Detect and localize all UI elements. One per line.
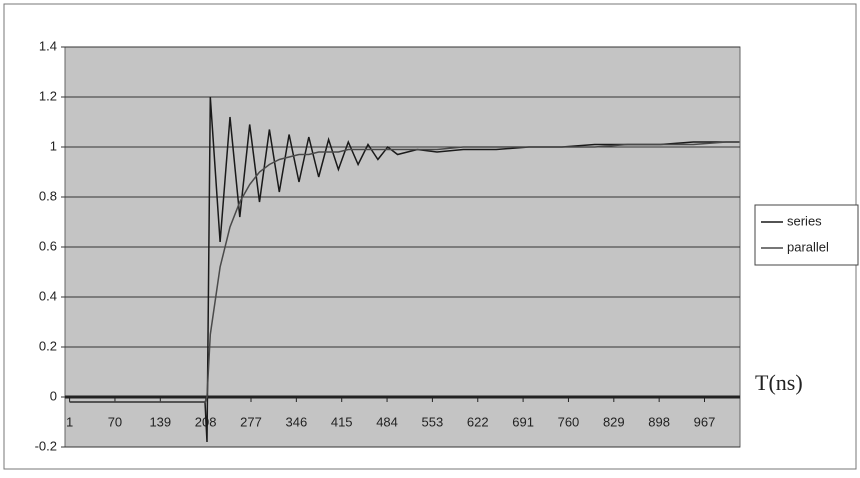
x-tick-label: 553 [422,414,444,429]
x-tick-label: 829 [603,414,625,429]
y-tick-label: 0.2 [39,338,57,353]
y-tick-label: 1.4 [39,38,57,53]
x-tick-label: 622 [467,414,489,429]
x-tick-label: 415 [331,414,353,429]
x-tick-label: 346 [286,414,308,429]
y-tick-label: 0.8 [39,188,57,203]
x-tick-label: 967 [694,414,716,429]
y-tick-label: 0 [50,388,57,403]
y-tick-label: 0.4 [39,288,57,303]
x-tick-label: 70 [108,414,122,429]
x-tick-label: 139 [149,414,171,429]
x-tick-label: 484 [376,414,398,429]
y-tick-label: 1.2 [39,88,57,103]
legend-box [754,204,859,266]
legend-label: parallel [787,239,829,254]
x-tick-label: 277 [240,414,262,429]
x-tick-label: 691 [512,414,534,429]
x-tick-label: 1 [66,414,73,429]
y-tick-label: 0.6 [39,238,57,253]
y-tick-label: -0.2 [35,438,57,453]
legend-label: series [787,213,822,228]
x-axis-label: T(ns) [755,370,803,395]
x-tick-label: 760 [558,414,580,429]
x-tick-label: 898 [648,414,670,429]
series-line [69,141,740,403]
y-tick-label: 1 [50,138,57,153]
